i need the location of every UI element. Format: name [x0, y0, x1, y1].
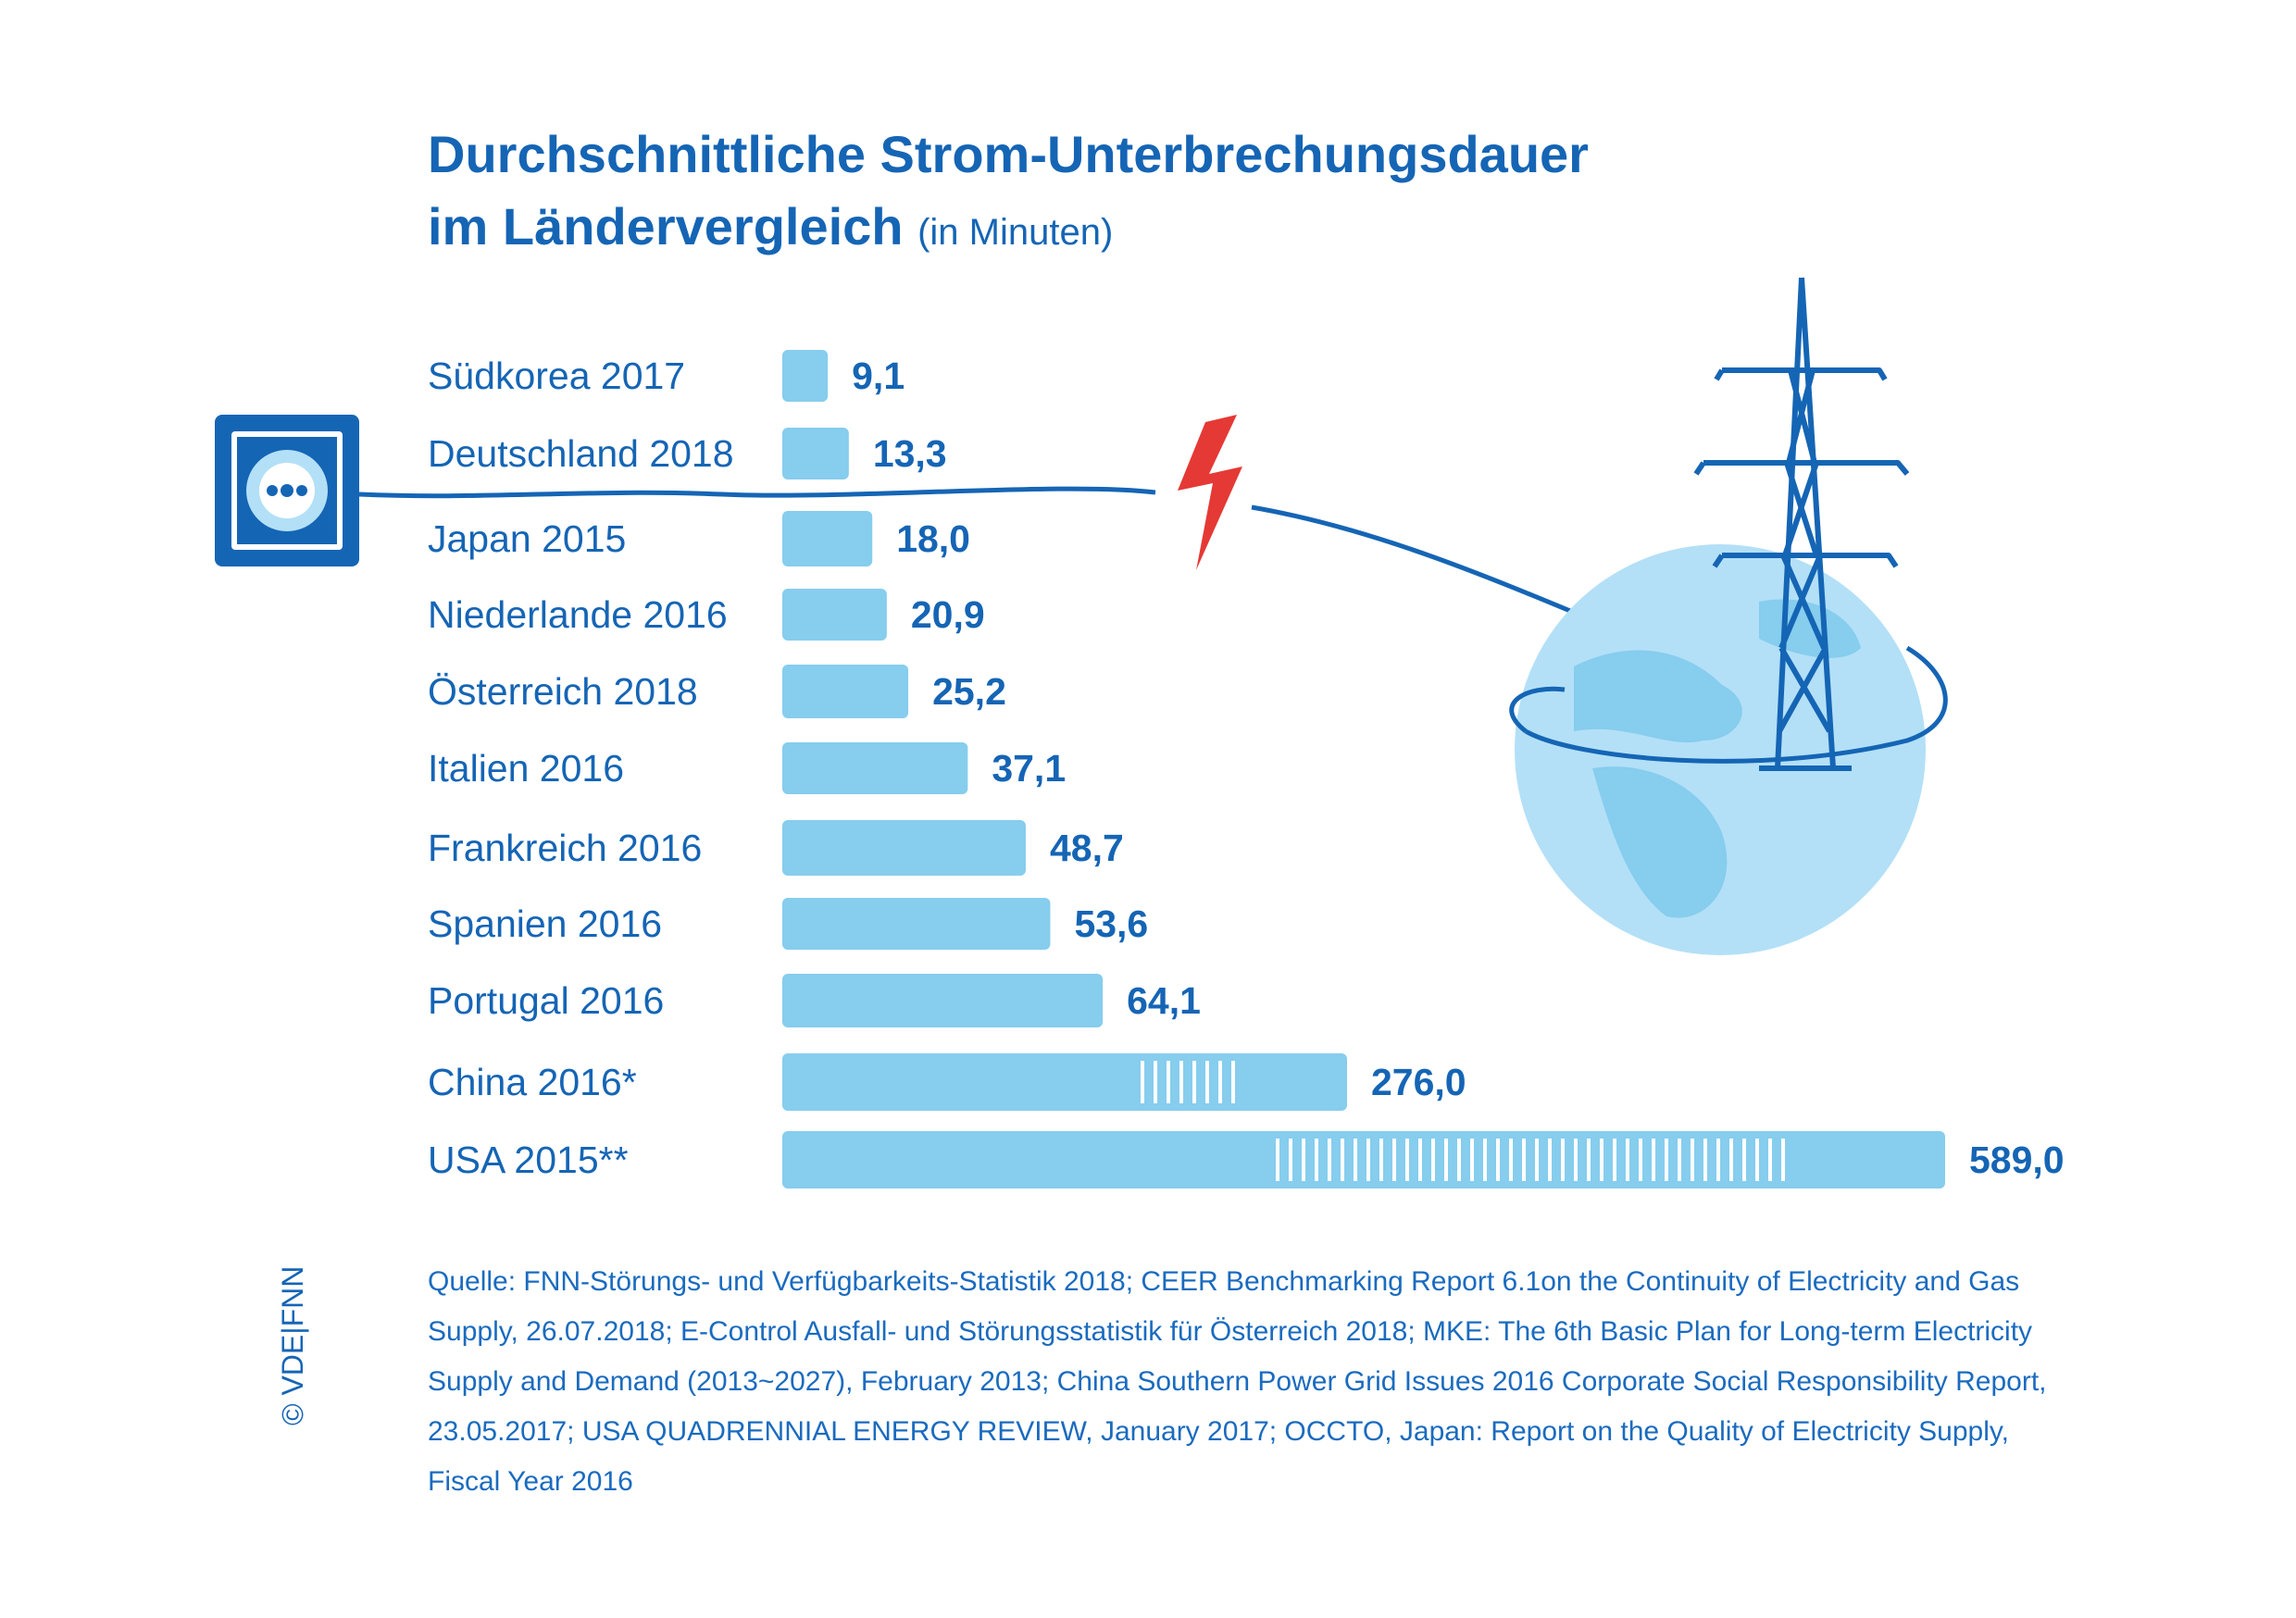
axis-break-mark [1179, 1061, 1183, 1103]
source-note: Quelle: FNN-Störungs- und Verfügbarkeits… [428, 1266, 2047, 1497]
axis-break-mark [1341, 1139, 1344, 1181]
axis-break-mark [1561, 1139, 1565, 1181]
axis-break-mark [1716, 1139, 1720, 1181]
axis-break-mark [1354, 1139, 1357, 1181]
axis-break-mark [1444, 1139, 1448, 1181]
illustration [215, 277, 1948, 955]
category-label: China 2016* [428, 1061, 637, 1103]
value-label: 9,1 [852, 355, 905, 397]
title-unit: (in Minuten) [917, 212, 1114, 253]
axis-break-mark [1755, 1139, 1759, 1181]
axis-break-mark [1154, 1061, 1157, 1103]
category-label: Österreich 2018 [428, 670, 698, 713]
axis-break-mark [1218, 1061, 1222, 1103]
axis-break-mark [1205, 1061, 1209, 1103]
bar [782, 350, 829, 402]
axis-break-mark [1535, 1139, 1539, 1181]
category-label: Japan 2015 [428, 517, 626, 560]
category-label: Spanien 2016 [428, 902, 662, 945]
axis-break-mark [1141, 1061, 1144, 1103]
axis-break-mark [1665, 1139, 1668, 1181]
title-line-2-text: im Ländervergleich [428, 197, 904, 255]
axis-break-mark [1418, 1139, 1422, 1181]
axis-break-mark [1639, 1139, 1642, 1181]
bar [782, 428, 849, 479]
lightning-bolt-icon [1178, 415, 1242, 570]
axis-break-mark [1167, 1061, 1170, 1103]
axis-break-mark [1600, 1139, 1603, 1181]
title-line-1: Durchschnittliche Strom-Unterbrechungsda… [428, 125, 1589, 183]
bar [782, 820, 1026, 876]
category-label: Deutschland 2018 [428, 432, 734, 475]
copyright: © VDE|FNN [276, 1265, 309, 1425]
axis-break-mark [1379, 1139, 1383, 1181]
axis-break-mark [1587, 1139, 1591, 1181]
axis-break-mark [1742, 1139, 1746, 1181]
axis-break-mark [1522, 1139, 1526, 1181]
axis-break-mark [1289, 1139, 1292, 1181]
value-label: 18,0 [896, 517, 970, 560]
value-label: 64,1 [1127, 979, 1201, 1022]
value-label: 48,7 [1050, 827, 1124, 869]
axis-break-mark [1483, 1139, 1487, 1181]
category-label: Portugal 2016 [428, 979, 664, 1022]
axis-break-mark [1574, 1139, 1578, 1181]
power-socket-icon [215, 415, 359, 566]
value-label: 53,6 [1074, 902, 1148, 945]
axis-break-mark [1678, 1139, 1681, 1181]
axis-break-mark [1509, 1139, 1513, 1181]
axis-break-mark [1703, 1139, 1707, 1181]
axis-break-mark [1276, 1139, 1279, 1181]
axis-break-mark [1626, 1139, 1629, 1181]
power-pylon-icon [1693, 277, 1910, 771]
value-label: 589,0 [1969, 1139, 2065, 1181]
axis-break-mark [1691, 1139, 1694, 1181]
bar [782, 589, 887, 641]
bar [782, 1053, 1347, 1111]
axis-break-mark [1302, 1139, 1305, 1181]
value-labels: 9,1 13,3 18,0 20,9 25,2 37,1 48,7 53,6 64,1 276,0… [852, 355, 2064, 1181]
chart-title: Durchschnittliche Strom-Unterbrechungsda… [428, 118, 1589, 268]
axis-break-mark [1431, 1139, 1435, 1181]
axis-break-mark [1231, 1061, 1235, 1103]
axis-break-mark [1366, 1139, 1370, 1181]
axis-break-mark [1315, 1139, 1318, 1181]
category-label: USA 2015** [428, 1139, 629, 1181]
category-label: Südkorea 2017 [428, 355, 685, 397]
title-line-2: im Ländervergleich (in Minuten) [428, 191, 1589, 268]
value-label: 37,1 [992, 747, 1066, 790]
cable-icon [358, 486, 1156, 499]
axis-breaks-layer [1141, 1061, 1785, 1181]
category-label: Frankreich 2016 [428, 827, 702, 869]
category-labels: Südkorea 2017 Deutschland 2018 Japan 2015 N… [428, 355, 734, 1181]
axis-break-mark [1405, 1139, 1409, 1181]
value-label: 25,2 [932, 670, 1006, 713]
axis-break-mark [1768, 1139, 1772, 1181]
value-label: 13,3 [873, 432, 947, 475]
bar [782, 511, 873, 566]
bar [782, 665, 909, 718]
axis-break-mark [1652, 1139, 1655, 1181]
axis-break-mark [1328, 1139, 1331, 1181]
axis-break-mark [1729, 1139, 1733, 1181]
axis-break-mark [1548, 1139, 1552, 1181]
axis-break-mark [1470, 1139, 1474, 1181]
axis-break-mark [1457, 1139, 1461, 1181]
bar [782, 974, 1104, 1027]
bar [782, 742, 968, 794]
axis-break-mark [1496, 1139, 1500, 1181]
bar [782, 898, 1051, 950]
cable-to-globe-icon [1251, 504, 1593, 623]
axis-break-mark [1192, 1061, 1196, 1103]
category-label: Italien 2016 [428, 747, 624, 790]
axis-break-mark [1613, 1139, 1616, 1181]
globe-icon [1509, 544, 1948, 955]
value-label: 276,0 [1371, 1061, 1466, 1103]
axis-break-mark [1781, 1139, 1785, 1181]
value-label: 20,9 [911, 593, 985, 636]
axis-break-mark [1392, 1139, 1396, 1181]
category-label: Niederlande 2016 [428, 593, 728, 636]
